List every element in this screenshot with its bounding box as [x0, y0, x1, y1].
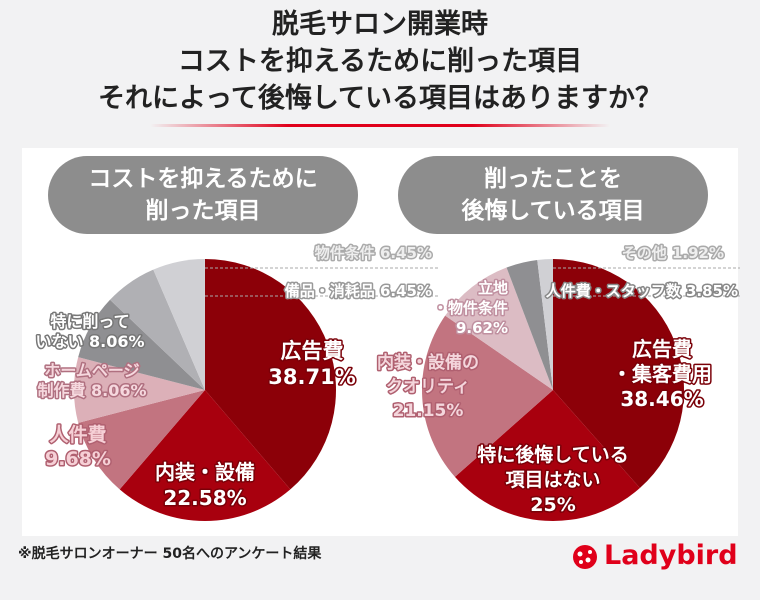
pie-slice — [119, 390, 291, 521]
slice-label: ・集客費用 — [612, 362, 712, 386]
pie-slice — [78, 299, 205, 390]
slice-label: 人件費・スタッフ数 3.85% — [546, 282, 738, 300]
slice-label: 制作費 8.06% — [37, 381, 146, 400]
slice-label: 広告費 — [281, 339, 344, 363]
slice-label: 21.15% — [393, 401, 464, 421]
slice-label: 人件費 — [49, 423, 106, 446]
chart-title: 脱毛サロン開業時 コストを抑えるために削った項目 それによって後悔している項目は… — [0, 6, 760, 117]
pie-slice — [110, 269, 205, 390]
title-line: コストを抑えるために削った項目 — [177, 46, 583, 77]
slice-label: 内装・設備 — [155, 460, 255, 484]
slice-label: 9.68% — [45, 448, 111, 470]
slice-label: ホームページ — [44, 361, 139, 380]
title-line: それによって後悔している項目はありますか？ — [97, 83, 663, 114]
slice-label: 特に削って — [50, 312, 129, 331]
title-line: 脱毛サロン開業時 — [272, 9, 488, 40]
ladybug-icon — [573, 544, 597, 569]
pie-slice — [445, 267, 553, 390]
slice-label: 特に後悔している — [477, 443, 628, 466]
slice-label: 22.58% — [163, 486, 246, 510]
slice-label: 9.62% — [456, 319, 508, 337]
slice-label: 項目はない — [505, 469, 600, 491]
pie-slice — [78, 390, 205, 490]
footnote: ※脱毛サロンオーナー 50名へのアンケート結果 — [18, 546, 322, 562]
pie-slice — [153, 259, 205, 390]
pie-slice — [73, 357, 205, 423]
slice-label: 25% — [530, 494, 575, 516]
pie-slice — [422, 315, 553, 477]
logo-text: Ladybird — [604, 540, 738, 571]
slice-label: 内装・設備の — [377, 352, 479, 373]
heading-line: 削った項目 — [145, 198, 261, 224]
pie-slice — [205, 259, 337, 490]
slice-label: 物件条件 6.45% — [315, 244, 432, 262]
slice-label: 38.71% — [268, 365, 355, 389]
heading-line: コストを抑えるために — [88, 166, 318, 192]
pie-slice — [506, 259, 553, 390]
pie-slice — [553, 259, 684, 489]
ladybird-logo: Ladybird — [570, 540, 738, 571]
slice-label: クオリティ — [386, 377, 470, 397]
slice-label: その他 1.92% — [622, 244, 724, 262]
right-chart-heading: 削ったことを 後悔している項目 — [398, 156, 708, 234]
slice-label: ・物件条件 — [433, 299, 508, 317]
heading-line: 後悔している項目 — [461, 198, 645, 224]
slice-label: 備品・消耗品 6.45% — [285, 282, 432, 300]
pie-slice — [537, 259, 553, 390]
slice-label: 38.46% — [620, 387, 703, 411]
slice-label: 立地 — [478, 279, 508, 297]
slice-label: 広告費 — [632, 337, 692, 361]
title-underline — [150, 124, 610, 127]
left-chart-heading: コストを抑えるために 削った項目 — [48, 156, 358, 234]
heading-line: 削ったことを — [484, 166, 622, 192]
pie-slice — [454, 390, 640, 521]
slice-label: いない 8.06% — [35, 332, 144, 351]
